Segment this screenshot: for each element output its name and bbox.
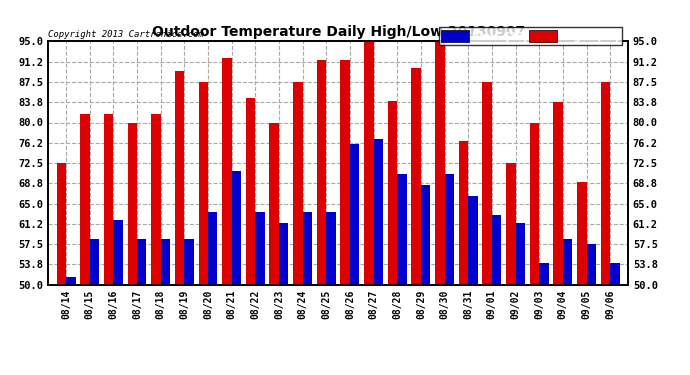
Bar — [326, 212, 336, 285]
Bar — [553, 102, 563, 285]
Bar — [539, 263, 549, 285]
Bar — [435, 41, 444, 285]
Bar — [222, 57, 232, 285]
Bar — [66, 277, 75, 285]
Bar — [563, 239, 572, 285]
Legend: Low  (°F), High  (°F): Low (°F), High (°F) — [439, 27, 622, 45]
Bar — [270, 123, 279, 285]
Bar — [279, 223, 288, 285]
Bar — [255, 212, 265, 285]
Bar — [293, 82, 303, 285]
Bar — [184, 239, 194, 285]
Bar — [232, 171, 241, 285]
Bar — [57, 163, 66, 285]
Bar — [601, 82, 610, 285]
Bar — [388, 101, 397, 285]
Bar — [175, 71, 184, 285]
Bar — [373, 139, 383, 285]
Bar — [208, 212, 217, 285]
Bar — [350, 144, 359, 285]
Bar — [469, 196, 477, 285]
Bar — [317, 60, 326, 285]
Bar — [397, 174, 406, 285]
Bar — [586, 244, 596, 285]
Bar — [137, 239, 146, 285]
Bar — [80, 114, 90, 285]
Bar — [340, 60, 350, 285]
Text: Copyright 2013 Cartronics.com: Copyright 2013 Cartronics.com — [48, 30, 204, 39]
Bar — [577, 182, 586, 285]
Bar — [411, 68, 421, 285]
Bar — [444, 174, 454, 285]
Bar — [515, 223, 525, 285]
Bar — [506, 163, 515, 285]
Bar — [530, 123, 539, 285]
Bar — [90, 239, 99, 285]
Title: Outdoor Temperature Daily High/Low 20130907: Outdoor Temperature Daily High/Low 20130… — [152, 25, 524, 39]
Bar — [128, 123, 137, 285]
Bar — [113, 220, 123, 285]
Bar — [161, 239, 170, 285]
Bar — [492, 214, 502, 285]
Bar — [199, 82, 208, 285]
Bar — [482, 82, 492, 285]
Bar — [364, 41, 373, 285]
Bar — [246, 98, 255, 285]
Bar — [151, 114, 161, 285]
Bar — [303, 212, 312, 285]
Bar — [104, 114, 113, 285]
Bar — [610, 263, 620, 285]
Bar — [421, 185, 431, 285]
Bar — [459, 141, 469, 285]
